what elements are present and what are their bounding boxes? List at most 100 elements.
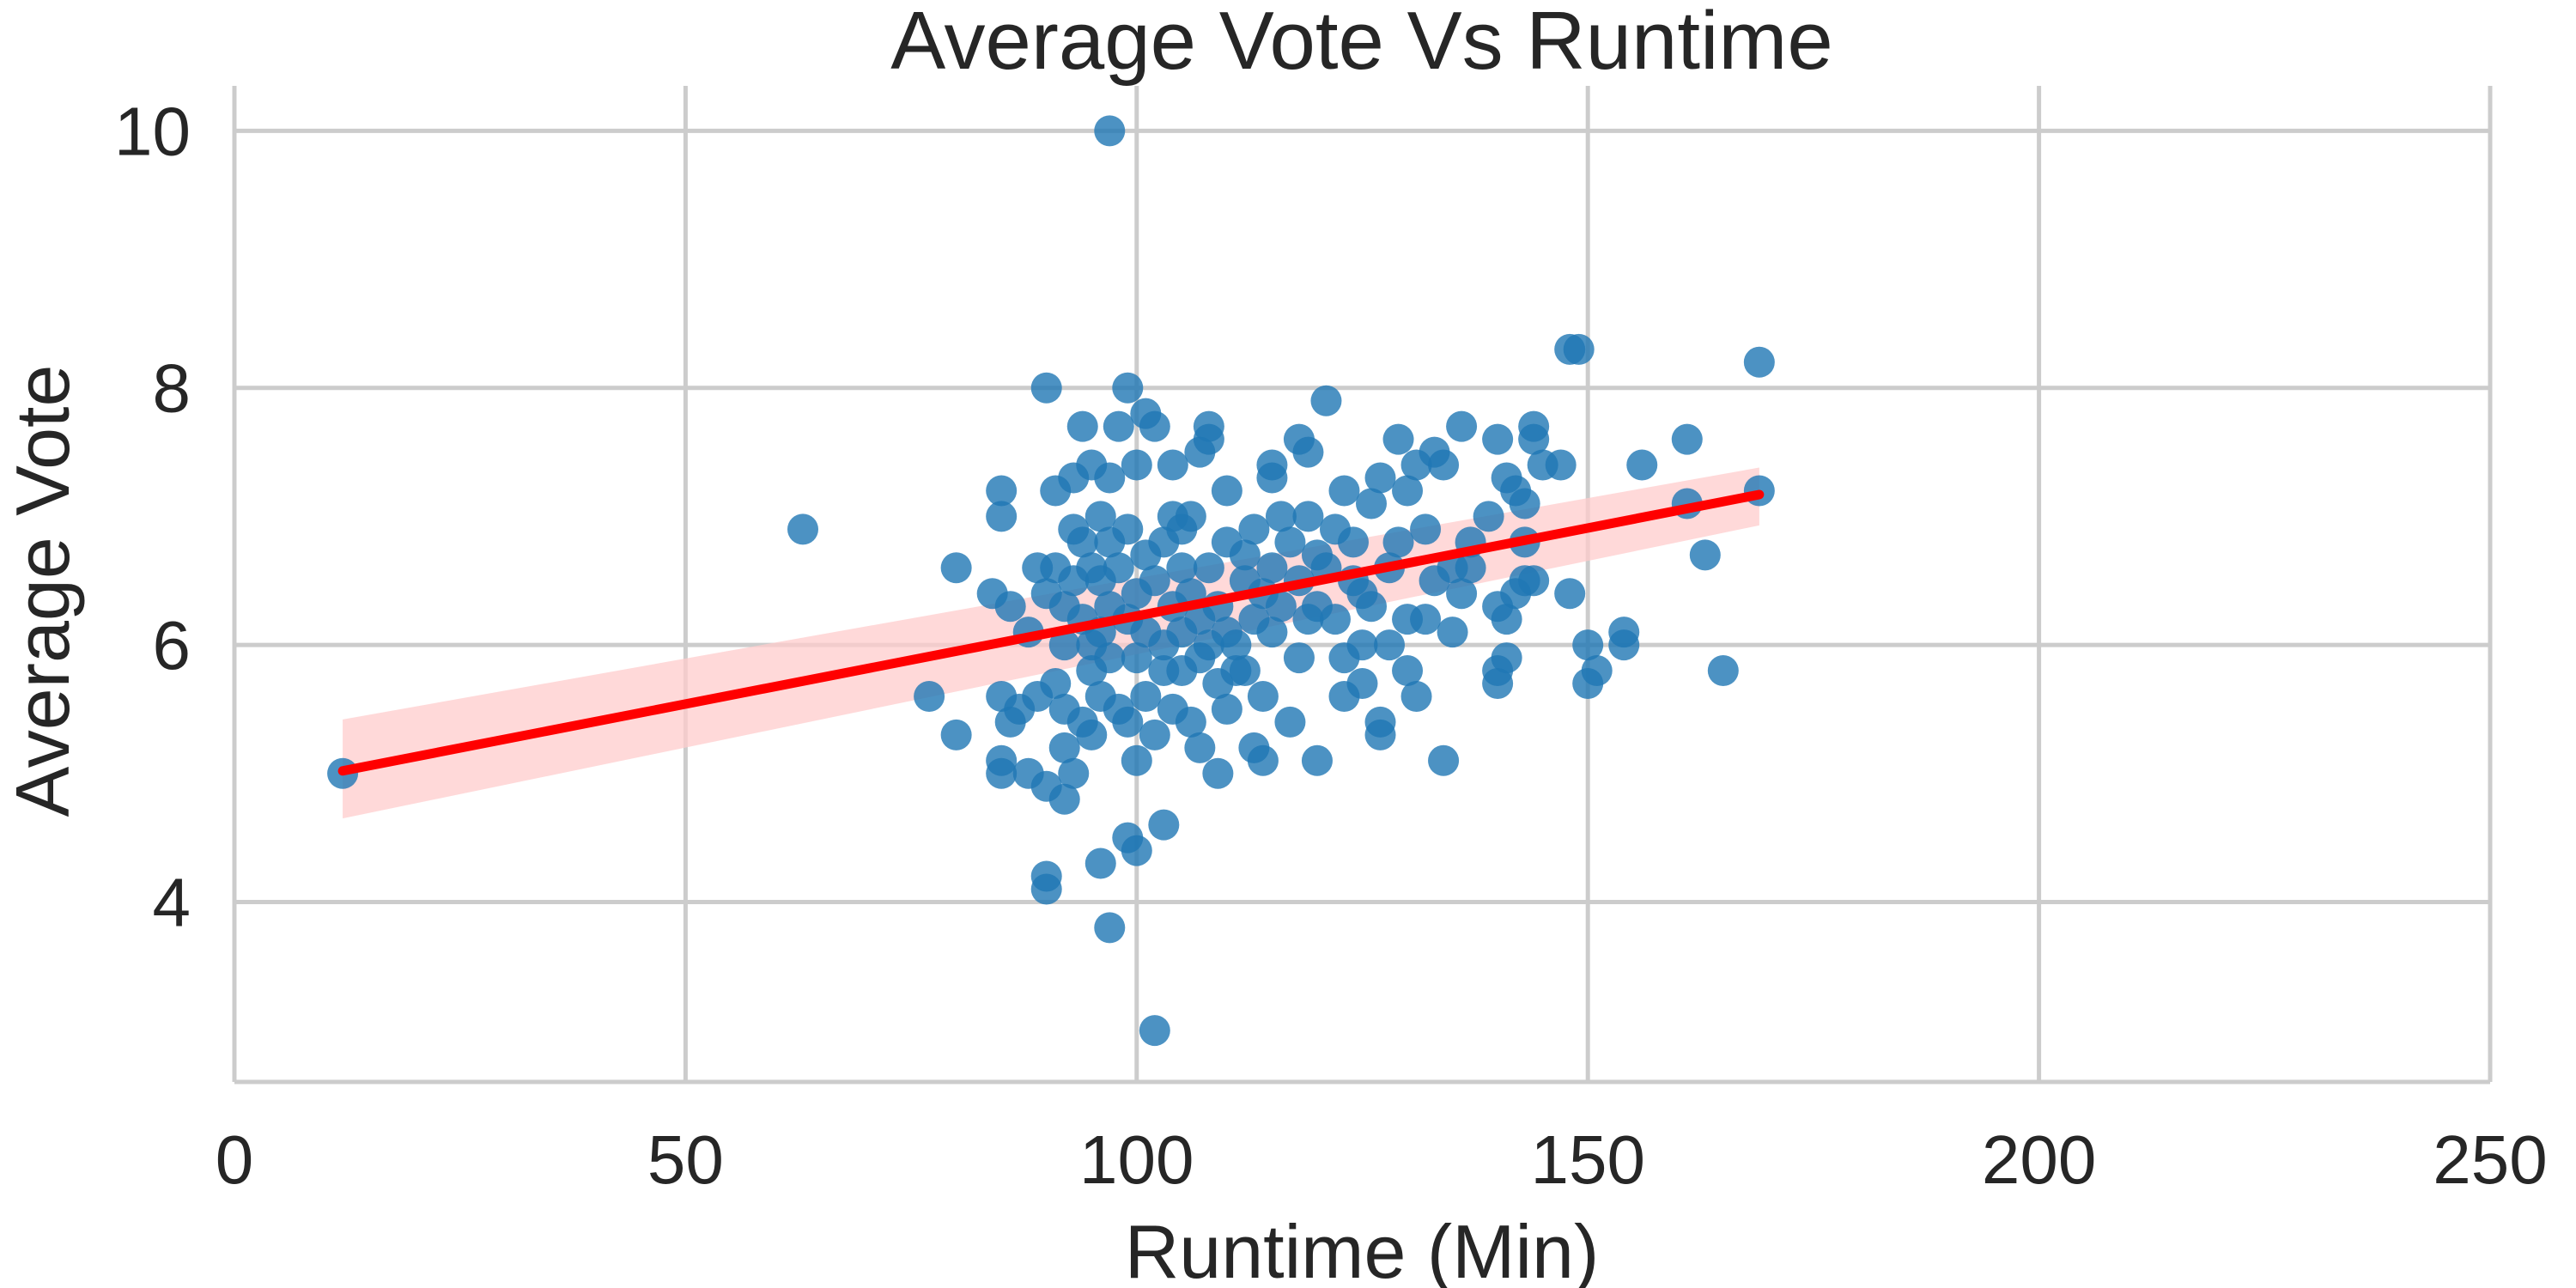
data-point	[1094, 462, 1126, 494]
data-point	[1048, 629, 1080, 661]
data-point	[1121, 449, 1152, 481]
data-point	[1491, 642, 1522, 674]
x-tick-label: 150	[1530, 1121, 1644, 1198]
data-point	[1491, 604, 1522, 635]
data-point	[1112, 706, 1144, 738]
regression-line	[337, 489, 1765, 776]
data-point	[1202, 757, 1234, 789]
y-tick-label: 10	[114, 93, 191, 169]
data-point	[1103, 410, 1134, 442]
x-tick-label: 100	[1079, 1121, 1194, 1198]
data-point	[1382, 423, 1414, 455]
y-tick-label: 8	[153, 350, 191, 427]
data-point	[1274, 526, 1306, 558]
data-point	[1229, 539, 1261, 571]
data-point	[1482, 423, 1514, 455]
data-point	[1382, 526, 1414, 558]
data-point	[787, 513, 819, 545]
data-point	[1256, 552, 1288, 584]
regression-line-layer	[337, 489, 1765, 776]
y-tick-labels: 4 6 8 10	[114, 93, 191, 940]
data-point	[986, 501, 1018, 532]
data-point	[1139, 1015, 1170, 1047]
x-axis-label: Runtime (Min)	[1125, 1209, 1600, 1288]
data-point	[1048, 783, 1080, 815]
data-point	[1292, 436, 1324, 468]
data-point	[1437, 617, 1468, 648]
data-point	[1581, 655, 1613, 687]
data-point	[1084, 501, 1116, 532]
data-point	[1066, 526, 1098, 558]
data-point	[1283, 642, 1315, 674]
data-point	[1455, 552, 1486, 584]
data-point	[1121, 744, 1152, 776]
data-point	[1030, 372, 1062, 404]
data-point	[1392, 475, 1424, 507]
data-point	[1066, 410, 1098, 442]
data-point	[1446, 410, 1478, 442]
y-tick-label: 4	[153, 864, 191, 940]
data-point	[1040, 668, 1072, 699]
data-point	[1310, 385, 1342, 416]
y-axis-label: Average Vote	[0, 365, 85, 817]
data-point	[1112, 513, 1144, 545]
data-point	[1356, 591, 1388, 623]
data-point	[1346, 668, 1378, 699]
x-tick-label: 50	[647, 1121, 724, 1198]
data-point	[1428, 449, 1460, 481]
data-point	[1446, 578, 1478, 610]
data-point	[1256, 617, 1288, 648]
data-point	[1166, 552, 1198, 584]
data-point	[1084, 848, 1116, 879]
data-point	[940, 719, 972, 750]
data-point	[914, 680, 945, 712]
x-tick-label: 0	[216, 1121, 254, 1198]
x-tick-labels: 0 50 100 150 200 250	[216, 1121, 2548, 1198]
data-point	[1157, 449, 1188, 481]
data-point	[1572, 629, 1604, 661]
data-point	[1563, 333, 1595, 365]
data-point	[1193, 552, 1224, 584]
data-point	[1292, 501, 1324, 532]
data-point	[1247, 744, 1279, 776]
data-point	[1509, 488, 1540, 519]
data-point	[1473, 501, 1504, 532]
data-point	[1337, 526, 1369, 558]
data-point	[1175, 501, 1206, 532]
data-point	[1103, 552, 1134, 584]
data-point	[986, 475, 1018, 507]
data-point	[1518, 565, 1550, 597]
data-point	[1301, 744, 1333, 776]
data-point	[1229, 655, 1261, 687]
data-point	[1220, 629, 1252, 661]
data-point	[1058, 757, 1090, 789]
data-point	[1364, 719, 1396, 750]
data-point	[1356, 488, 1388, 519]
data-point	[1184, 732, 1216, 763]
data-point	[994, 591, 1026, 623]
data-point	[1121, 835, 1152, 866]
data-point	[1428, 744, 1460, 776]
data-point	[1482, 668, 1514, 699]
data-point	[1112, 372, 1144, 404]
data-point	[940, 552, 972, 584]
data-point	[1328, 475, 1360, 507]
data-point	[1211, 693, 1242, 725]
data-point	[1608, 629, 1640, 661]
data-points-layer	[327, 115, 1775, 1047]
data-point	[1094, 912, 1126, 944]
data-point	[1265, 591, 1297, 623]
data-point	[1139, 719, 1170, 750]
data-point	[1743, 346, 1775, 378]
data-point	[1410, 604, 1442, 635]
x-tick-label: 200	[1982, 1121, 2096, 1198]
data-point	[986, 757, 1018, 789]
data-point	[1247, 680, 1279, 712]
data-point	[1211, 475, 1242, 507]
data-point	[1400, 680, 1432, 712]
data-point	[1346, 629, 1378, 661]
data-point	[1274, 706, 1306, 738]
data-point	[1319, 604, 1351, 635]
